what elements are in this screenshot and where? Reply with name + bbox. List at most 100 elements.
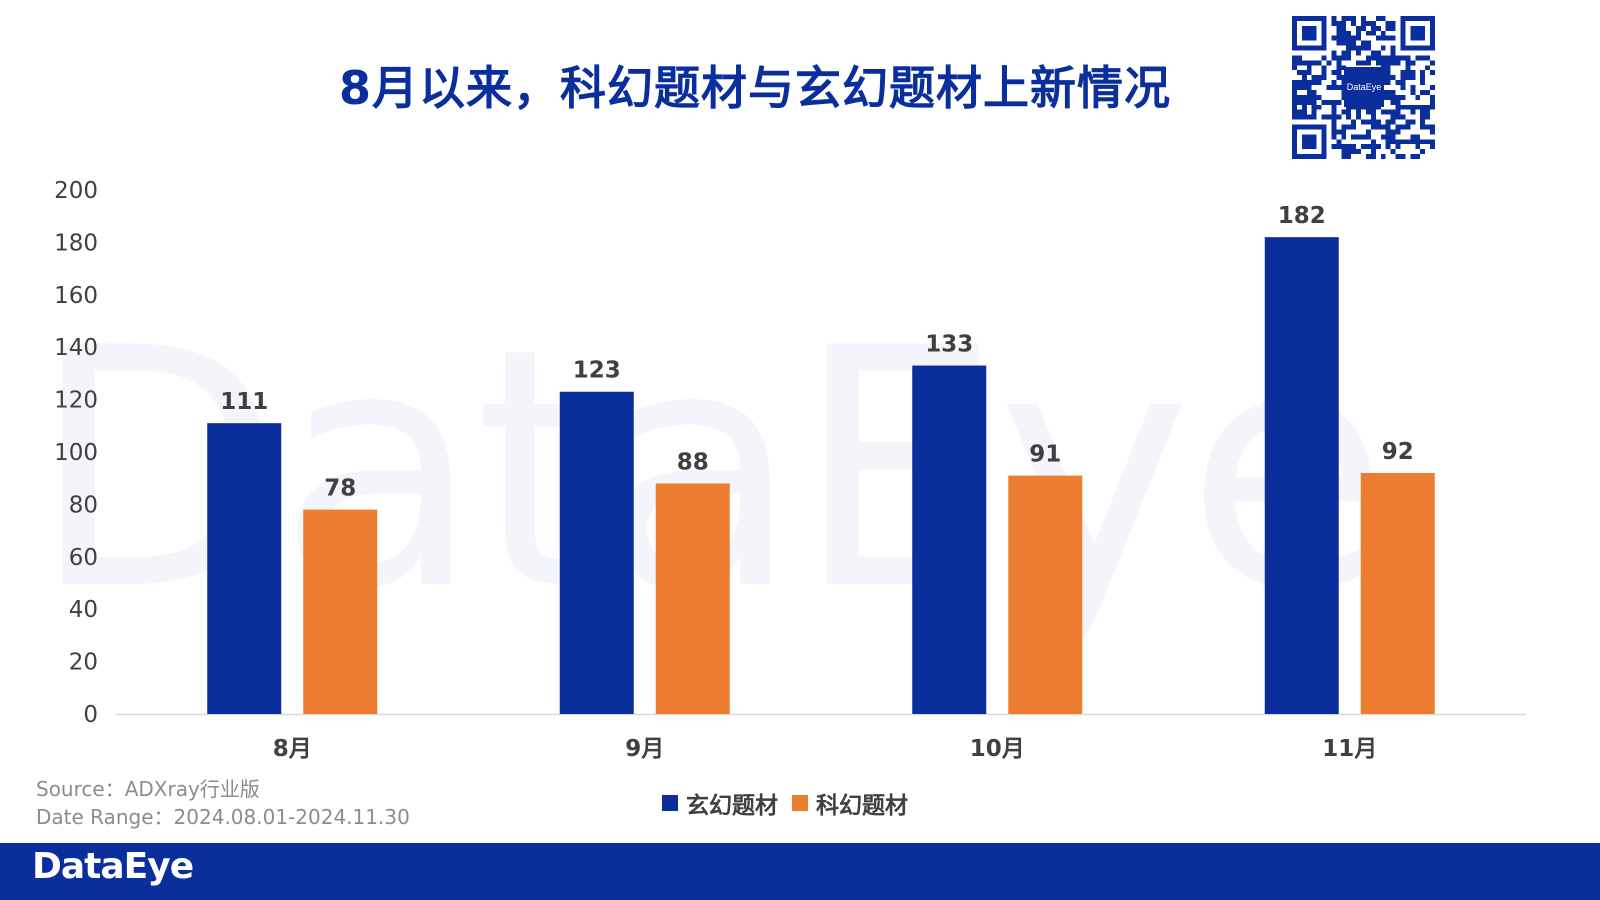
qr-module — [1346, 16, 1352, 21]
qr-module — [1385, 124, 1391, 130]
source-note: Source：ADXray行业版 Date Range：2024.08.01-2… — [36, 775, 410, 831]
qr-module — [1361, 20, 1366, 26]
qr-module — [1385, 25, 1391, 31]
qr-module — [1405, 75, 1411, 81]
qr-module — [1400, 94, 1406, 100]
qr-module — [1390, 35, 1396, 41]
qr-module — [1405, 124, 1411, 130]
qr-module — [1390, 45, 1396, 51]
qr-module — [1346, 104, 1352, 110]
qr-module — [1341, 25, 1347, 31]
qr-module — [1311, 109, 1317, 115]
qr-module — [1306, 89, 1312, 95]
qr-module — [1380, 16, 1386, 21]
source-line: Source：ADXray行业版 — [36, 777, 260, 801]
qr-module — [1385, 109, 1391, 115]
qr-module — [1390, 139, 1396, 145]
qr-module — [1365, 30, 1371, 36]
qr-module — [1346, 109, 1352, 115]
qr-module — [1380, 60, 1386, 66]
bar-chart: 0 20 40 60 80 100 120 140 160 180 200 111 78 8月 123 88 9… — [54, 178, 1526, 760]
x-tick-label: 8月 — [273, 736, 312, 760]
qr-module — [1420, 149, 1426, 155]
qr-module — [1346, 154, 1352, 159]
qr-module — [1395, 104, 1401, 110]
qr-module — [1311, 94, 1317, 100]
qr-module — [1351, 134, 1357, 140]
qr-module — [1400, 139, 1406, 145]
qr-module — [1375, 16, 1381, 21]
qr-module — [1375, 55, 1381, 61]
y-tick-label: 100 — [54, 440, 98, 466]
y-tick-label: 20 — [69, 650, 98, 676]
qr-module — [1341, 80, 1347, 86]
qr-module — [1365, 144, 1371, 150]
qr-module — [1356, 50, 1362, 56]
qr-module — [1331, 104, 1337, 110]
qr-module — [1356, 45, 1362, 51]
qr-module — [1292, 104, 1297, 110]
qr-module — [1410, 134, 1416, 140]
qr-module — [1415, 144, 1421, 150]
qr-module — [1311, 104, 1317, 110]
qr-module — [1331, 16, 1337, 21]
qr-module — [1365, 134, 1371, 140]
qr-module — [1346, 55, 1352, 61]
qr-module — [1420, 139, 1426, 145]
qr-module — [1356, 30, 1362, 36]
qr-module — [1370, 30, 1376, 36]
qr-module — [1292, 99, 1297, 105]
qr-module — [1306, 65, 1312, 71]
qr-module — [1385, 89, 1391, 95]
qr-module — [1370, 25, 1376, 31]
qr-module — [1380, 35, 1386, 41]
qr-module — [1351, 35, 1357, 41]
qr-module — [1415, 104, 1421, 110]
qr-module — [1365, 45, 1371, 51]
qr-module — [1341, 55, 1347, 61]
qr-module — [1311, 114, 1317, 120]
qr-module — [1365, 154, 1371, 159]
qr-logo: DataEye — [1344, 67, 1384, 107]
qr-module — [1420, 109, 1426, 115]
qr-module — [1385, 134, 1391, 140]
qr-module — [1420, 119, 1426, 125]
qr-module — [1341, 154, 1347, 159]
qr-module — [1400, 55, 1406, 61]
qr-module — [1341, 35, 1347, 41]
qr-module — [1341, 20, 1347, 26]
qr-module — [1351, 144, 1357, 150]
qr-module — [1370, 114, 1376, 120]
qr-module — [1336, 30, 1342, 36]
qr-module — [1390, 20, 1396, 26]
qr-module — [1400, 114, 1406, 120]
qr-module — [1301, 109, 1307, 115]
qr-module — [1326, 60, 1332, 66]
qr-module — [1336, 114, 1342, 120]
qr-module — [1341, 85, 1347, 90]
qr-module — [1311, 89, 1317, 95]
qr-module — [1301, 94, 1307, 100]
qr-module — [1346, 149, 1352, 155]
qr-module — [1336, 40, 1342, 46]
qr-module — [1410, 154, 1416, 159]
qr-module — [1390, 94, 1396, 100]
qr-module — [1361, 134, 1366, 140]
qr-module — [1390, 55, 1396, 61]
qr-module — [1370, 149, 1376, 155]
qr-module — [1331, 99, 1337, 105]
qr-module — [1341, 89, 1347, 95]
bar-series-2 — [655, 483, 730, 714]
qr-module — [1326, 85, 1332, 90]
qr-module — [1430, 129, 1435, 135]
legend-swatch-series-2 — [792, 795, 808, 811]
qr-module — [1351, 16, 1357, 21]
qr-module — [1292, 109, 1297, 115]
qr-module — [1370, 124, 1376, 130]
qr-module — [1375, 119, 1381, 125]
qr-module — [1385, 55, 1391, 61]
bar-series-1 — [1264, 237, 1339, 714]
qr-module — [1331, 134, 1337, 140]
qr-module — [1425, 109, 1431, 115]
qr-module — [1410, 139, 1416, 145]
